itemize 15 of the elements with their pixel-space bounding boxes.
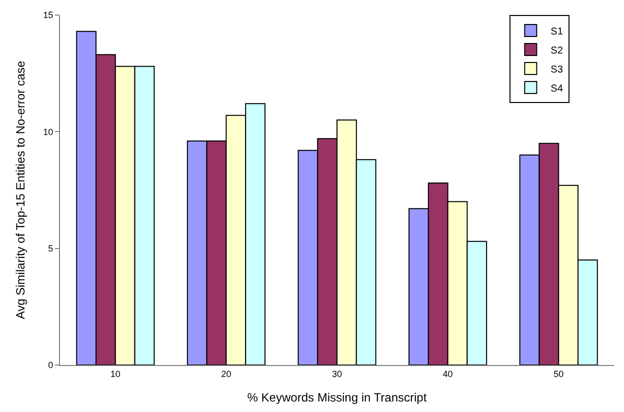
y-tick-label: 10 xyxy=(43,126,54,137)
x-tick-label: 10 xyxy=(110,368,120,379)
legend-label: S4 xyxy=(550,83,564,94)
y-axis-title: Avg Similarity of Top-15 Entities to No-error case xyxy=(13,60,28,320)
legend-label: S3 xyxy=(550,64,564,76)
legend-label: S2 xyxy=(550,45,564,56)
x-tick-label: 40 xyxy=(442,368,453,379)
legend-label: S1 xyxy=(550,26,564,38)
y-tick-label: 5 xyxy=(48,243,54,254)
y-tick-label: 15 xyxy=(43,10,54,20)
x-tick-label: 20 xyxy=(221,368,232,379)
x-tick-label: 50 xyxy=(554,368,564,379)
y-tick-label: 0 xyxy=(48,360,54,370)
x-axis-title: % Keywords Missing in Transcript xyxy=(247,390,428,405)
x-tick-label: 30 xyxy=(332,368,342,379)
